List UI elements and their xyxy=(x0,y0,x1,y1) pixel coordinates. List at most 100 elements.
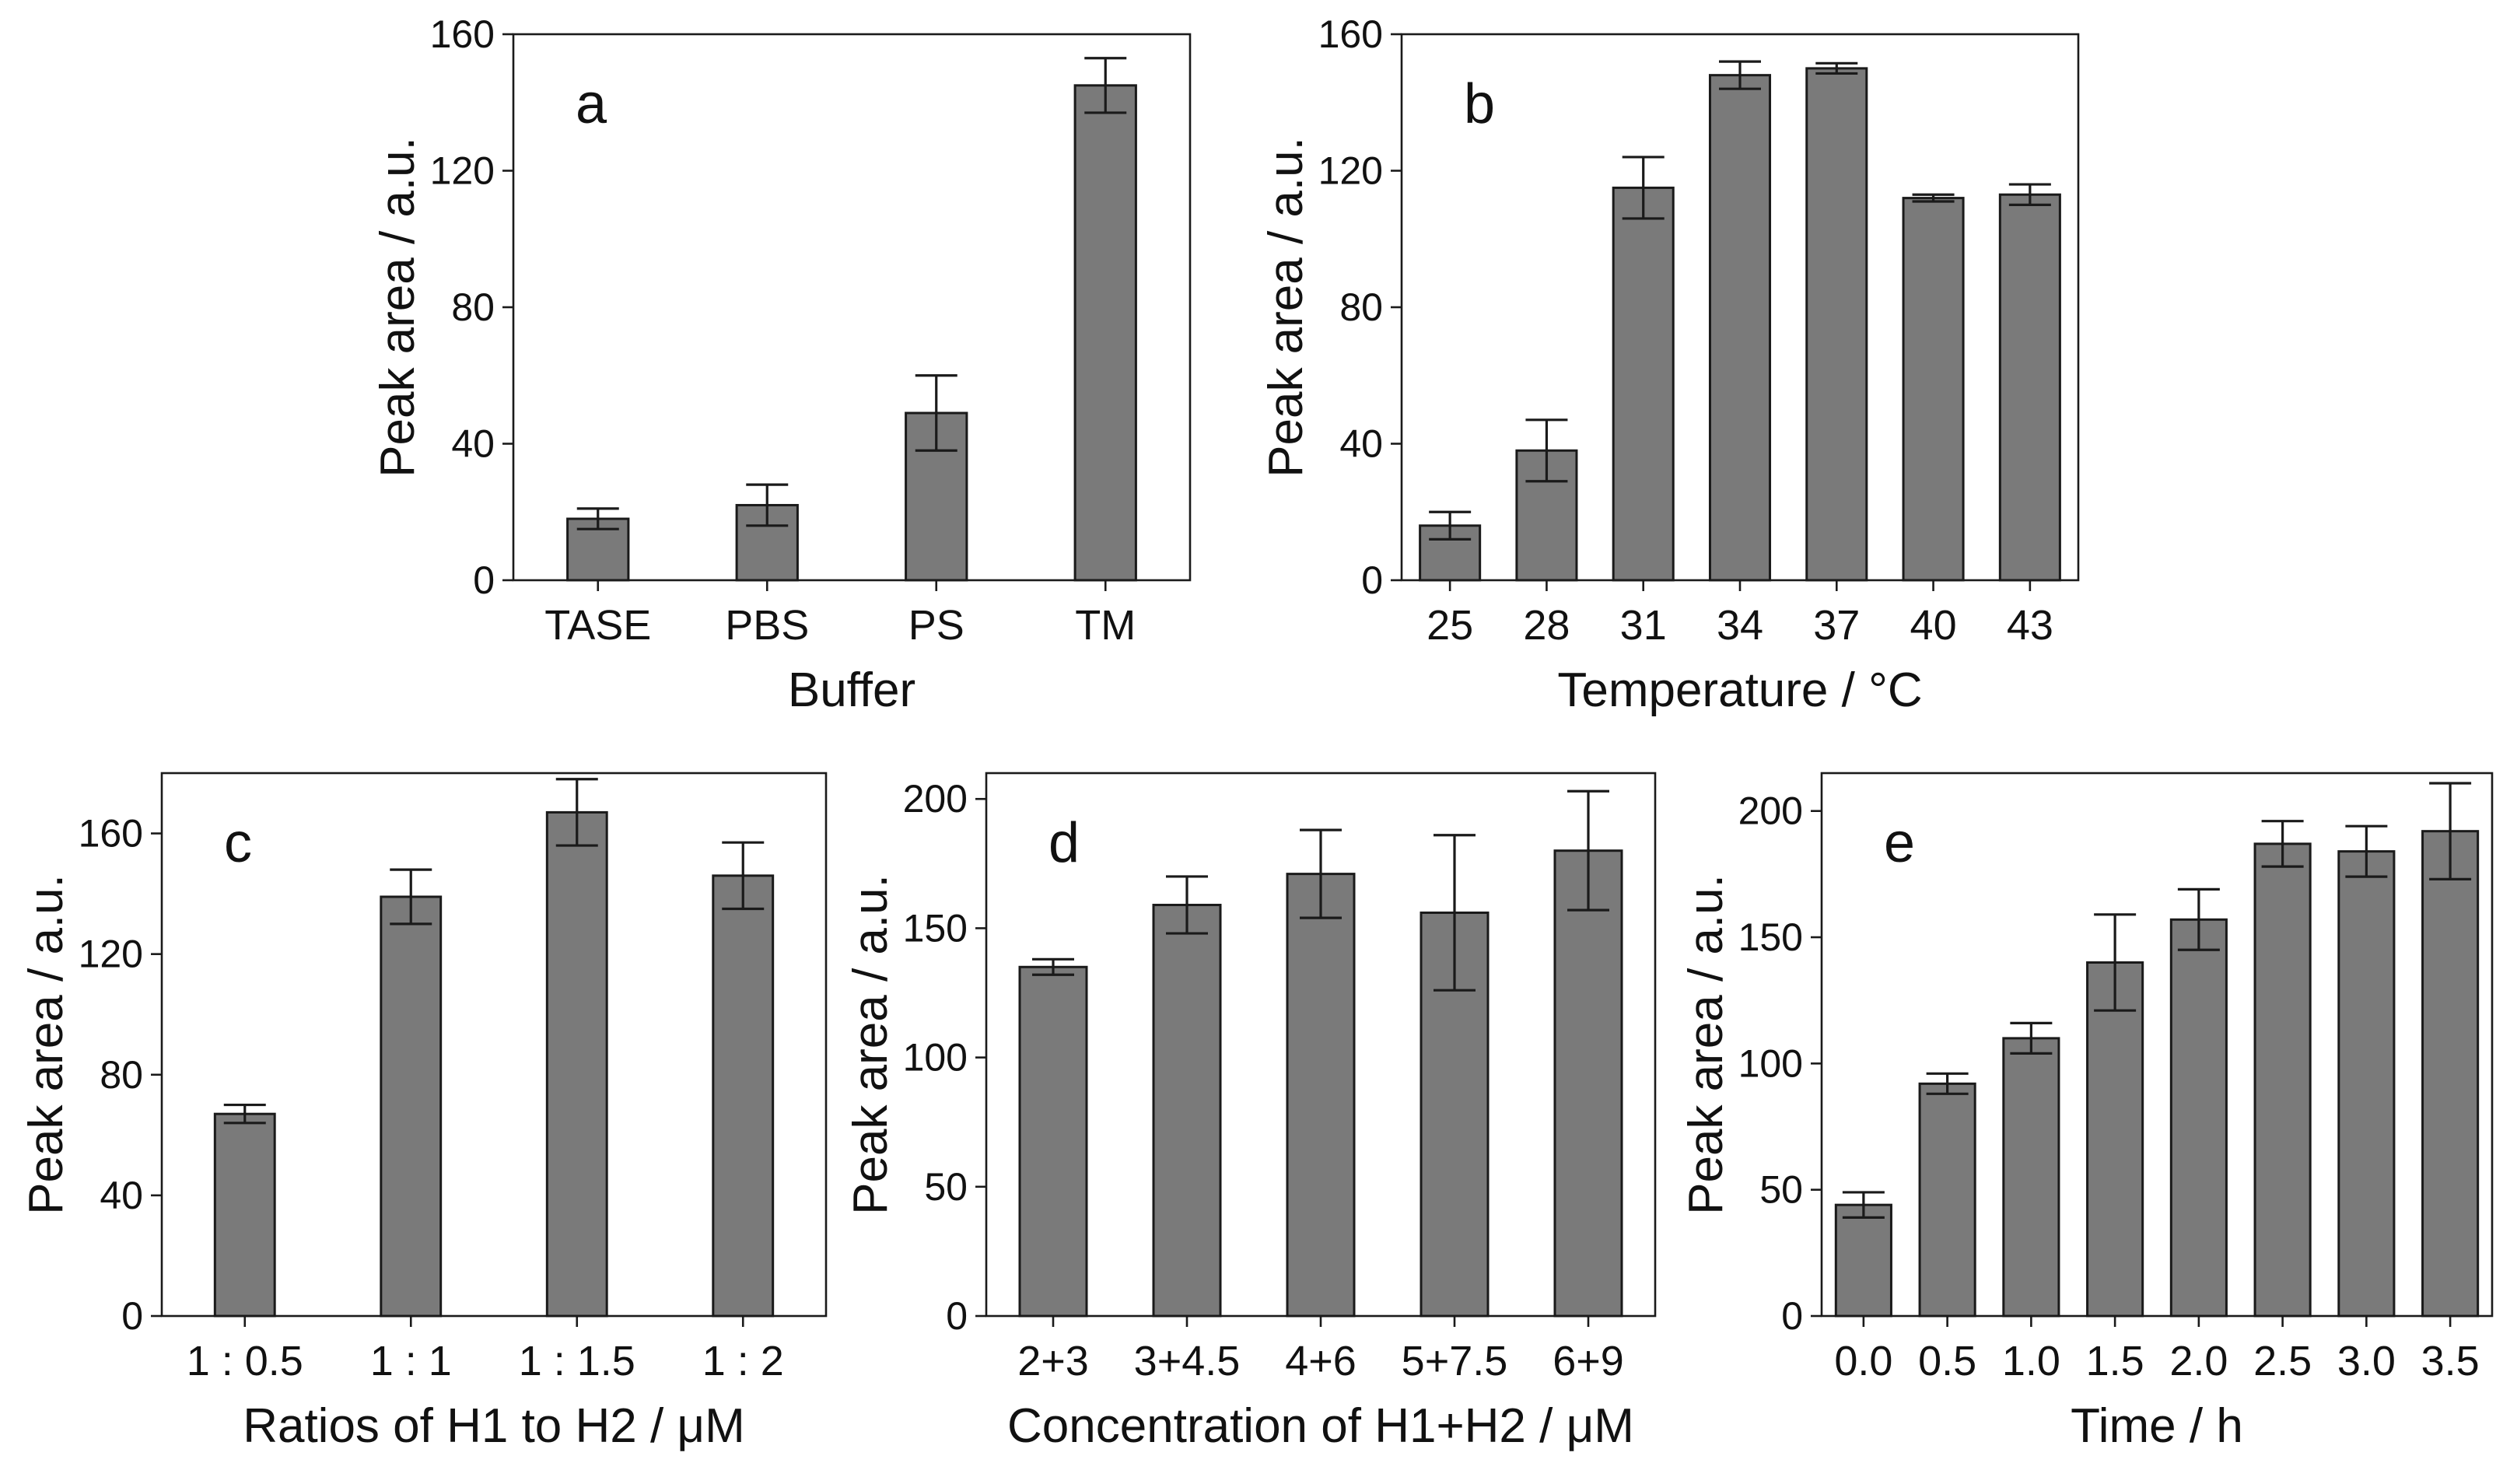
panel-e-bar-3.5 xyxy=(2421,830,2480,1318)
panel-a-error-bar-PBS xyxy=(746,483,789,527)
panel-d-x-tick-label: 3+4.5 xyxy=(1134,1338,1241,1384)
panel-e-x-tick-label: 3.0 xyxy=(2337,1338,2396,1384)
panel-b: 0 40 80 120 160 25 28 31 34 37 40 43 Temperature / °… xyxy=(1259,12,2080,717)
panel-b-x-axis-label: Temperature / °C xyxy=(1557,663,1922,717)
panel-b-error-bar-40 xyxy=(1912,193,1955,203)
panel-c-y-axis-label: Peak area / a.u. xyxy=(19,874,73,1215)
panel-d-y-axis-label: Peak area / a.u. xyxy=(844,874,898,1215)
panel-e-bar-0.0 xyxy=(1834,1203,1892,1318)
panel-a-y-tick-label: 160 xyxy=(430,12,495,56)
panel-b-y-tick-label: 160 xyxy=(1318,12,1383,56)
panel-b-bar-31 xyxy=(1612,186,1675,582)
panel-c-y-tick-label: 120 xyxy=(79,933,143,976)
panel-c-error-bar-1 : 1.5 xyxy=(555,778,598,847)
panel-b-error-bar-37 xyxy=(1815,61,1858,75)
panel-c-error-bar-1 : 2 xyxy=(722,841,765,911)
panel-a-y-tick-label: 40 xyxy=(451,422,495,466)
panel-d-error-bar-2+3 xyxy=(1032,957,1074,976)
panel-e-error-bar-1.0 xyxy=(2010,1021,2053,1055)
panel-d-error-bar-3+4.5 xyxy=(1166,875,1208,935)
panel-c-plot-frame xyxy=(160,772,828,1318)
panel-a-bar-TM xyxy=(1073,84,1137,582)
panel-e-x-tick-label: 2.0 xyxy=(2169,1338,2228,1384)
panel-d-error-bar-5+7.5 xyxy=(1434,834,1476,992)
panel-e-x-tick-label: 1.0 xyxy=(2002,1338,2060,1384)
panel-e-y-tick-label: 150 xyxy=(1738,915,1803,959)
panel-d-error-bar-4+6 xyxy=(1300,828,1342,919)
panel-c-bar-1 : 2 xyxy=(712,874,775,1318)
panel-e-error-bar-2.5 xyxy=(2261,820,2304,868)
panel-c-x-tick-label: 1 : 1 xyxy=(370,1338,452,1384)
panel-d-y-tick-label: 0 xyxy=(946,1294,968,1338)
panel-d-x-tick-label: 6+9 xyxy=(1553,1338,1624,1384)
panel-e-error-bar-0.5 xyxy=(1926,1072,1969,1095)
panel-b-y-tick-label: 0 xyxy=(1361,558,1383,602)
panel-c-letter: c xyxy=(224,812,252,874)
panel-e-bar-0.5 xyxy=(1918,1082,1976,1318)
panel-a-x-axis-label: Buffer xyxy=(788,663,915,717)
panel-a: 0 40 80 120 160 TASE PBS PS TM Buffer Peak area / … xyxy=(371,12,1192,717)
panel-e-bar-3.0 xyxy=(2337,850,2396,1318)
panel-c-x-axis-label: Ratios of H1 to H2 / μM xyxy=(243,1399,745,1453)
panel-b-error-bar-25 xyxy=(1429,510,1472,541)
panel-a-letter: a xyxy=(576,73,607,135)
panel-c-y-tick-label: 160 xyxy=(79,812,143,856)
panel-e-x-tick-label: 0.5 xyxy=(1918,1338,1976,1384)
panel-b-bar-43 xyxy=(1998,193,2061,582)
panel-b-error-bar-34 xyxy=(1719,60,1761,90)
panel-d-x-tick-label: 4+6 xyxy=(1285,1338,1357,1384)
panel-c-error-bar-1 : 0.5 xyxy=(223,1103,266,1125)
panel-a-x-tick-label: TM xyxy=(1075,602,1136,649)
panel-e-letter: e xyxy=(1884,812,1915,874)
panel-b-x-tick-label: 37 xyxy=(1813,602,1860,649)
panel-b-x-tick-label: 25 xyxy=(1427,602,1473,649)
panel-e-x-tick-label: 0.0 xyxy=(1834,1338,1892,1384)
panel-e-bar-2.0 xyxy=(2169,918,2228,1318)
panel-d-error-bar-6+9 xyxy=(1567,789,1609,912)
panel-d-bar-6+9 xyxy=(1553,849,1623,1318)
panel-e-y-tick-label: 50 xyxy=(1759,1168,1803,1212)
panel-e-y-tick-label: 100 xyxy=(1738,1041,1803,1085)
panel-e-y-axis-label: Peak area / a.u. xyxy=(1679,874,1733,1215)
panel-d-bar-2+3 xyxy=(1018,965,1088,1318)
panel-a-error-bar-TM xyxy=(1084,57,1127,114)
panel-b-bar-34 xyxy=(1708,74,1772,582)
panel-a-y-axis-label: Peak area / a.u. xyxy=(371,137,425,478)
panel-a-x-tick-label: PBS xyxy=(725,602,809,649)
panel-d-y-tick-label: 200 xyxy=(903,777,968,821)
panel-a-y-tick-label: 80 xyxy=(451,285,495,329)
panel-c-x-tick-label: 1 : 1.5 xyxy=(519,1338,635,1384)
panel-b-error-bar-43 xyxy=(2008,183,2051,206)
panel-b-bar-37 xyxy=(1805,67,1868,582)
panel-e-error-bar-1.5 xyxy=(2094,913,2137,1012)
panel-a-y-tick-label: 0 xyxy=(473,558,495,602)
panel-d-letter: d xyxy=(1048,812,1080,874)
panel-d-y-tick-label: 50 xyxy=(924,1165,968,1209)
panel-c-bar-1 : 1 xyxy=(380,895,443,1318)
panel-a-error-bar-TASE xyxy=(576,507,619,530)
panel-b-y-tick-label: 40 xyxy=(1339,422,1383,466)
panel-c: 0 40 80 120 160 1 : 0.5 1 : 1 1 : 1.5 1 : 2 Ratio… xyxy=(19,772,828,1453)
panel-e: 0 50 100 150 200 0.0 0.5 1.0 1.5 2.0 2.5 3.0 3.5 Time… xyxy=(1679,772,2494,1453)
panel-c-x-tick-label: 1 : 0.5 xyxy=(187,1338,303,1384)
panel-e-error-bar-3.0 xyxy=(2345,824,2388,878)
panel-e-x-axis-label: Time / h xyxy=(2071,1399,2243,1453)
panel-e-bar-2.5 xyxy=(2253,842,2312,1318)
panel-d-bar-3+4.5 xyxy=(1152,904,1222,1318)
panel-b-x-tick-label: 34 xyxy=(1717,602,1763,649)
panel-b-y-tick-label: 120 xyxy=(1318,149,1383,193)
panel-e-bar-1.0 xyxy=(2002,1037,2060,1318)
panel-b-x-tick-label: 31 xyxy=(1620,602,1667,649)
panel-c-x-tick-label: 1 : 2 xyxy=(702,1338,784,1384)
panel-e-y-tick-label: 0 xyxy=(1781,1294,1803,1338)
panel-c-bar-1 : 0.5 xyxy=(213,1112,276,1318)
panel-e-error-bar-3.5 xyxy=(2429,782,2472,880)
panel-e-y-tick-label: 200 xyxy=(1738,789,1803,833)
panel-b-x-tick-label: 40 xyxy=(1910,602,1957,649)
panel-d-x-axis-label: Concentration of H1+H2 / μM xyxy=(1007,1399,1634,1453)
panel-b-error-bar-28 xyxy=(1525,418,1568,483)
panel-d-x-tick-label: 5+7.5 xyxy=(1402,1338,1508,1384)
panel-b-letter: b xyxy=(1464,73,1495,135)
panel-d-x-tick-label: 2+3 xyxy=(1017,1338,1089,1384)
